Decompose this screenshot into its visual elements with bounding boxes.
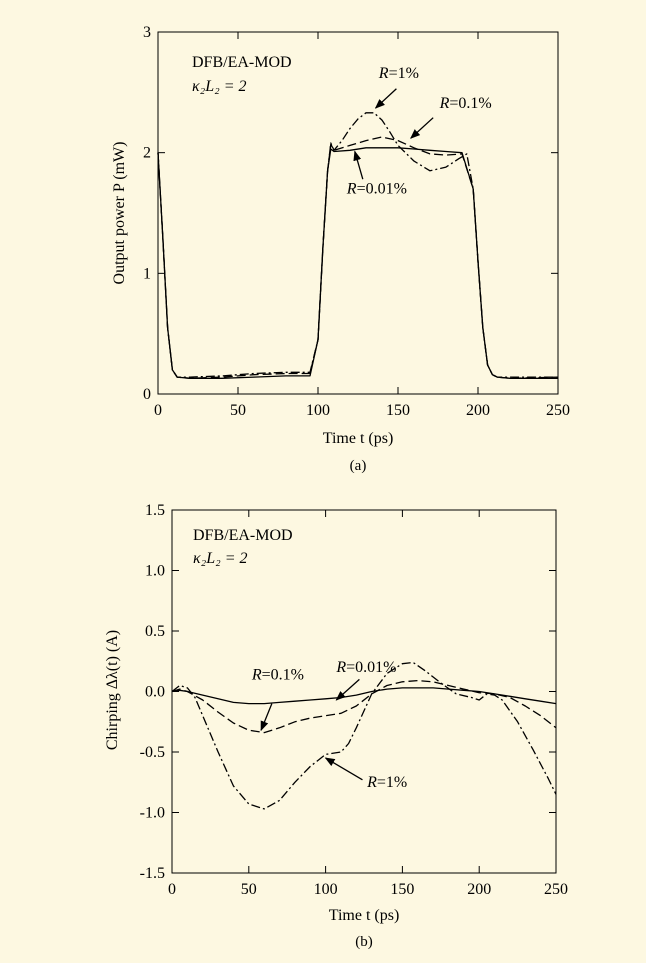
x-tick-label: 100: [314, 881, 338, 898]
x-tick-label: 250: [544, 881, 568, 898]
y-tick-label: 1.0: [145, 563, 165, 580]
series-line-r-1-: [171, 661, 557, 810]
annotation-title: DFB/EA-MOD: [193, 527, 293, 544]
axis-ticks: 0 50 100 150 200 250 0 1 2 3: [143, 24, 570, 419]
y-axis-label: Chirping Δλ(t) (A): [104, 630, 121, 750]
series-line-r-0-1-: [171, 679, 557, 734]
series-line-r-1-: [157, 112, 558, 378]
x-tick-label: 150: [386, 402, 410, 419]
panel-label: (b): [355, 934, 373, 950]
x-axis-label: Time t (ps): [323, 430, 394, 447]
annotation-arrow: [335, 678, 360, 701]
y-tick-label: 1.5: [145, 502, 165, 519]
series-label: R=1%: [378, 65, 419, 82]
y-tick-label: 0: [143, 386, 151, 403]
series-label: R=0.1%: [251, 666, 304, 683]
series-group: [157, 112, 559, 379]
series-line-r-0-01-: [171, 687, 557, 705]
series-label: R=0.01%: [335, 659, 396, 676]
series-line-r-0-01-: [157, 147, 558, 379]
annotation-arrow: [324, 757, 363, 781]
x-tick-label: 150: [390, 881, 414, 898]
annotation-arrow: [374, 88, 397, 109]
y-tick-label: 3: [143, 24, 151, 41]
annotation-arrow: [410, 117, 434, 139]
x-tick-label: 200: [467, 881, 491, 898]
y-axis-label: Output power P (mW): [111, 142, 128, 285]
plot-frame: [157, 31, 559, 395]
series-line-r-0-1-: [157, 136, 559, 379]
y-tick-label: -1.5: [140, 865, 165, 882]
series-label: R=0.1%: [439, 95, 492, 112]
panel-label: (a): [350, 458, 367, 474]
x-tick-label: 0: [168, 881, 176, 898]
y-tick-label: -0.5: [140, 744, 165, 761]
x-tick-label: 200: [466, 402, 490, 419]
annotation-arrow: [353, 150, 364, 180]
y-tick-label: -1.0: [140, 805, 165, 822]
x-tick-label: 0: [154, 402, 162, 419]
chart-panel-a: 0 50 100 150 200 250 0 1 2 3 R=1% R=0.1% R=0.01% DF…: [111, 24, 570, 474]
y-tick-label: 0.0: [145, 684, 165, 701]
annotations: R=0.1% R=0.01% R=1%: [251, 659, 407, 791]
x-tick-label: 100: [306, 402, 330, 419]
y-tick-label: 0.5: [145, 623, 165, 640]
series-group: [171, 661, 557, 810]
annotation-title: DFB/EA-MOD: [192, 54, 292, 71]
y-tick-label: 2: [143, 145, 151, 162]
y-tick-label: 1: [143, 265, 151, 282]
series-label: R=1%: [366, 774, 407, 791]
x-axis-label: Time t (ps): [329, 907, 400, 924]
x-tick-label: 50: [230, 402, 246, 419]
annotation-coupling: κ₂L₂ = 2: [192, 78, 247, 95]
annotations: R=1% R=0.1% R=0.01%: [346, 65, 492, 198]
series-label: R=0.01%: [346, 181, 407, 198]
chart-panel-b: 0 50 100 150 200 250-1.5-1.0-0.50.00.51.01.5 …: [104, 502, 568, 950]
x-tick-label: 250: [546, 402, 570, 419]
annotation-coupling: κ₂L₂ = 2: [193, 550, 248, 567]
annotation-arrow: [260, 703, 273, 732]
x-tick-label: 50: [241, 881, 257, 898]
